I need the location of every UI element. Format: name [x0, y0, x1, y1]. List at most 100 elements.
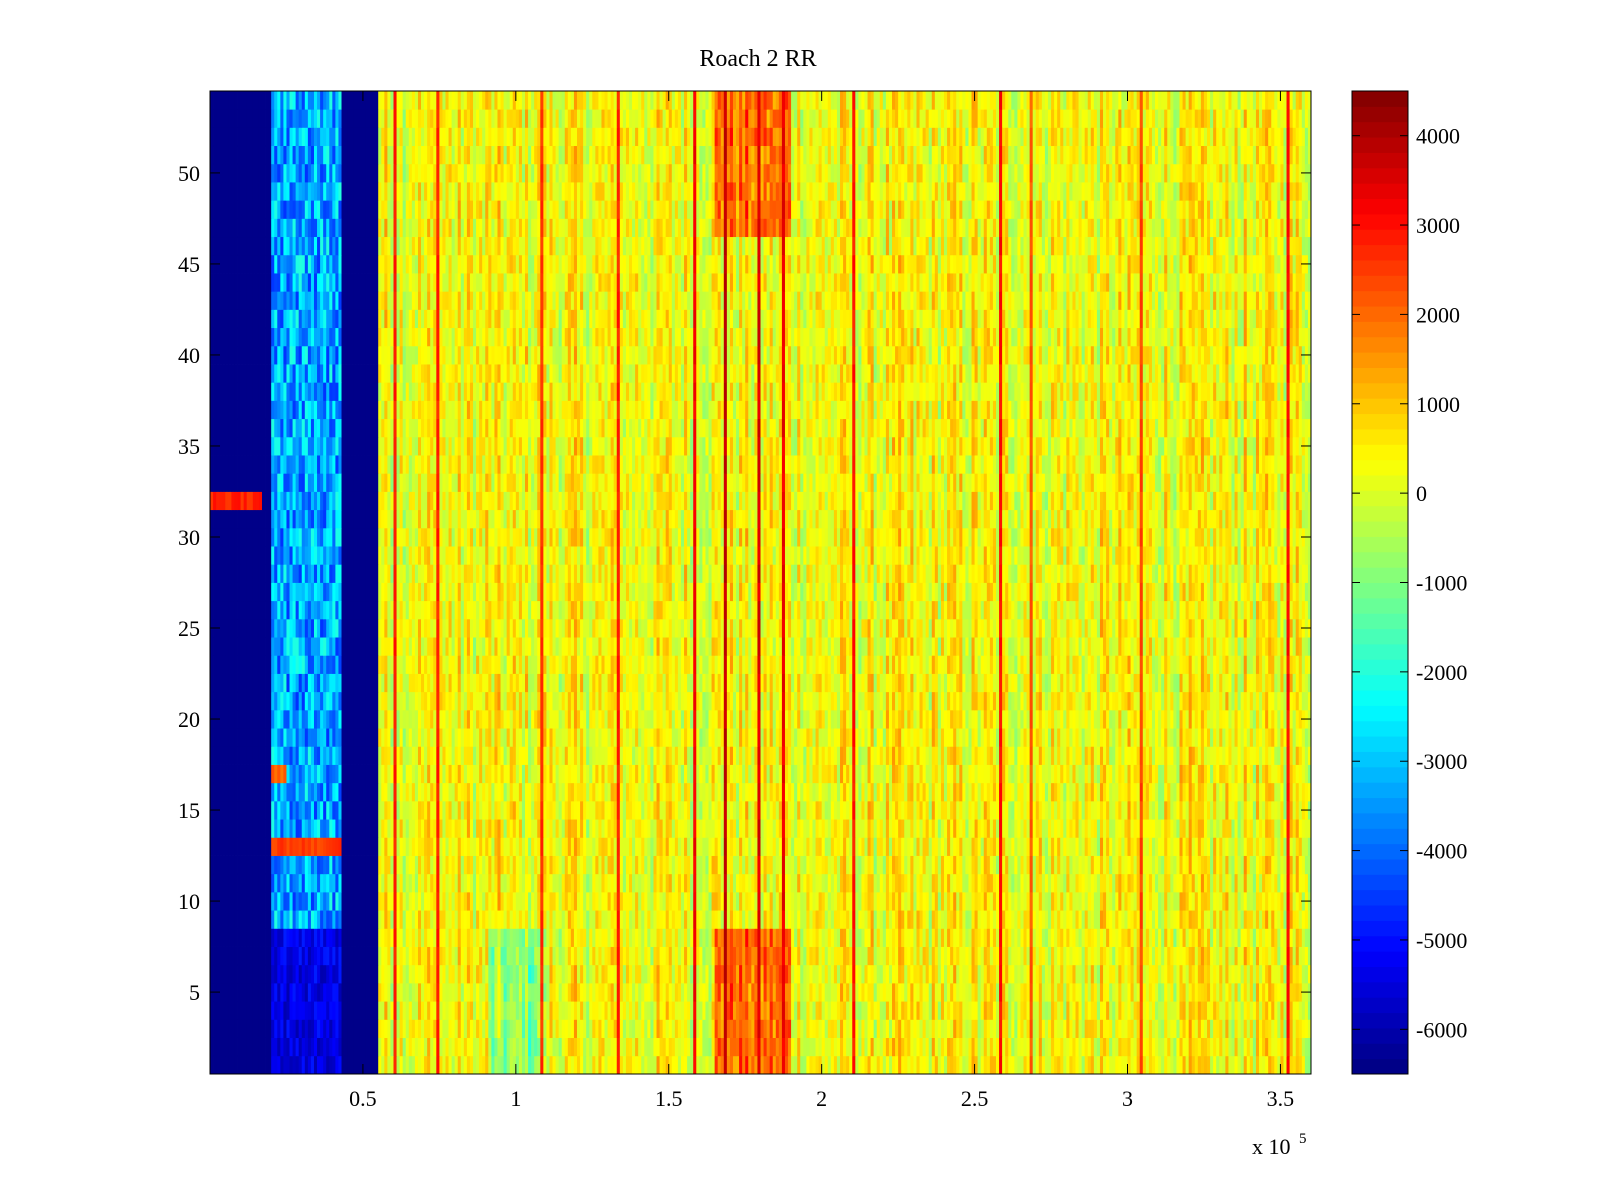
heatmap-cell: [657, 1056, 660, 1075]
heatmap-cell: [895, 965, 898, 984]
heatmap-cell: [219, 1056, 222, 1075]
heatmap-cell: [956, 983, 959, 1002]
heatmap-cell: [984, 1038, 987, 1057]
heatmap-cell: [1253, 947, 1256, 966]
heatmap-cell: [761, 1038, 764, 1057]
heatmap-cell: [764, 1056, 767, 1075]
heatmap-cell: [684, 947, 687, 966]
heatmap-cell: [635, 947, 638, 966]
heatmap-cell: [684, 1056, 687, 1075]
heatmap-cell: [819, 1001, 822, 1020]
heatmap-cell: [684, 1019, 687, 1038]
heatmap-cell: [748, 1038, 751, 1057]
heatmap-cell: [889, 928, 892, 947]
heatmap-cell: [904, 1019, 907, 1038]
heatmap-cell: [1253, 928, 1256, 947]
heatmap-cell: [950, 1056, 953, 1075]
heatmap-cell: [482, 928, 485, 947]
heatmap-cell: [666, 965, 669, 984]
heatmap-cell: [1017, 928, 1020, 947]
heatmap-cell: [868, 947, 871, 966]
heatmap-cell: [1002, 1038, 1005, 1057]
heatmap-cell: [1253, 1056, 1256, 1075]
heatmap-cell: [874, 1019, 877, 1038]
heatmap-cell: [317, 1001, 320, 1020]
heatmap-cell: [904, 983, 907, 1002]
heatmap-cell: [256, 910, 259, 929]
heatmap-cell: [412, 947, 415, 966]
heatmap-cell: [1192, 965, 1195, 984]
heatmap-cell: [978, 1019, 981, 1038]
heatmap-cell: [507, 910, 510, 929]
heatmap-cell: [244, 1001, 247, 1020]
heatmap-cell: [400, 928, 403, 947]
heatmap-cell: [1176, 983, 1179, 1002]
heatmap-cell: [210, 928, 213, 947]
heatmap-cell: [984, 1001, 987, 1020]
heatmap-cell: [238, 910, 241, 929]
heatmap-cell: [837, 983, 840, 1002]
heatmap-cell: [825, 1038, 828, 1057]
heatmap-cell: [565, 947, 568, 966]
heatmap-cell: [687, 928, 690, 947]
heatmap-cell: [213, 1001, 216, 1020]
heatmap-cell: [1210, 1019, 1213, 1038]
heatmap-cell: [855, 947, 858, 966]
heatmap-cell: [348, 947, 351, 966]
heatmap-cell: [944, 928, 947, 947]
heatmap-cell: [305, 947, 308, 966]
heatmap-cell: [1024, 947, 1027, 966]
heatmap-cell: [699, 965, 702, 984]
heatmap-cell: [1231, 947, 1234, 966]
heatmap-cell: [595, 1019, 598, 1038]
heatmap-cell: [1115, 928, 1118, 947]
heatmap-cell: [363, 983, 366, 1002]
heatmap-cell: [1290, 1019, 1293, 1038]
heatmap-cell: [271, 1019, 274, 1038]
heatmap-cell: [1179, 983, 1182, 1002]
heatmap-cell: [268, 965, 271, 984]
heatmap-cell: [461, 910, 464, 929]
heatmap-cell: [638, 1019, 641, 1038]
heatmap-cell: [1033, 910, 1036, 929]
heatmap-cell: [1051, 928, 1054, 947]
heatmap-cell: [797, 1056, 800, 1075]
heatmap-cell: [268, 1056, 271, 1075]
heatmap-cell: [280, 1001, 283, 1020]
heatmap-cell: [1179, 1019, 1182, 1038]
heatmap-cell: [889, 1019, 892, 1038]
heatmap-cell: [733, 1038, 736, 1057]
heatmap-cell: [1103, 928, 1106, 947]
heatmap-cell: [907, 1056, 910, 1075]
heatmap-cell: [672, 928, 675, 947]
heatmap-cell: [840, 1056, 843, 1075]
heatmap-cell: [479, 928, 482, 947]
heatmap-cell: [1134, 983, 1137, 1002]
heatmap-cell: [1219, 983, 1222, 1002]
heatmap-cell: [1124, 1019, 1127, 1038]
heatmap-cell: [1204, 965, 1207, 984]
heatmap-cell: [574, 965, 577, 984]
heatmap-cell: [806, 983, 809, 1002]
heatmap-cell: [1045, 983, 1048, 1002]
heatmap-cell: [816, 1038, 819, 1057]
heatmap-cell: [1106, 1001, 1109, 1020]
heatmap-cell: [913, 910, 916, 929]
heatmap-cell: [883, 965, 886, 984]
heatmap-cell: [338, 1038, 341, 1057]
heatmap-cell: [705, 1038, 708, 1057]
heatmap-cell: [675, 983, 678, 1002]
heatmap-cell: [1280, 1056, 1283, 1075]
heatmap-cell: [785, 965, 788, 984]
heatmap-cell: [684, 928, 687, 947]
heatmap-cell: [1228, 965, 1231, 984]
heatmap-cell: [883, 1019, 886, 1038]
heatmap-cell: [485, 947, 488, 966]
heatmap-cell: [1146, 1001, 1149, 1020]
heatmap-cell: [901, 1056, 904, 1075]
heatmap-cell: [693, 1056, 696, 1075]
heatmap-cell: [363, 947, 366, 966]
heatmap-cell: [1152, 928, 1155, 947]
heatmap-cell: [1161, 965, 1164, 984]
heatmap-cell: [415, 1038, 418, 1057]
